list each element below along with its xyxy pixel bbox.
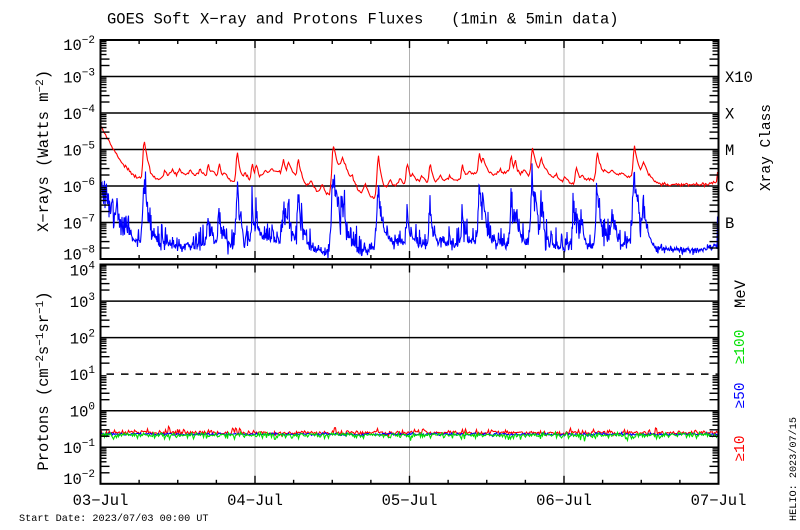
svg-text:B: B: [725, 215, 734, 233]
svg-text:≥50: ≥50: [733, 382, 749, 408]
svg-text:C: C: [725, 179, 734, 197]
svg-text:GOES Soft X−ray and Protons Fl: GOES Soft X−ray and Protons Fluxes (1min…: [107, 11, 619, 29]
svg-text:03−Jul: 03−Jul: [73, 492, 129, 510]
svg-text:Protons (cm−2s−1sr−1): Protons (cm−2s−1sr−1): [35, 291, 53, 470]
svg-text:M: M: [725, 142, 734, 160]
svg-text:≥10: ≥10: [733, 435, 749, 461]
svg-text:Start Date: 2023/07/03 00:00 U: Start Date: 2023/07/03 00:00 UT: [19, 513, 209, 525]
svg-text:HELIO: 2023/07/15: HELIO: 2023/07/15: [788, 417, 800, 521]
svg-text:05−Jul: 05−Jul: [382, 492, 438, 510]
svg-text:MeV: MeV: [732, 279, 750, 308]
svg-text:04−Jul: 04−Jul: [227, 492, 283, 510]
svg-text:07−Jul: 07−Jul: [691, 492, 747, 510]
svg-text:≥100: ≥100: [733, 330, 749, 365]
svg-text:X: X: [725, 106, 735, 124]
svg-text:X−rays (Watts m−2): X−rays (Watts m−2): [35, 70, 53, 232]
svg-text:Xray Class: Xray Class: [759, 104, 775, 191]
svg-text:06−Jul: 06−Jul: [536, 492, 592, 510]
svg-text:X10: X10: [725, 69, 753, 87]
